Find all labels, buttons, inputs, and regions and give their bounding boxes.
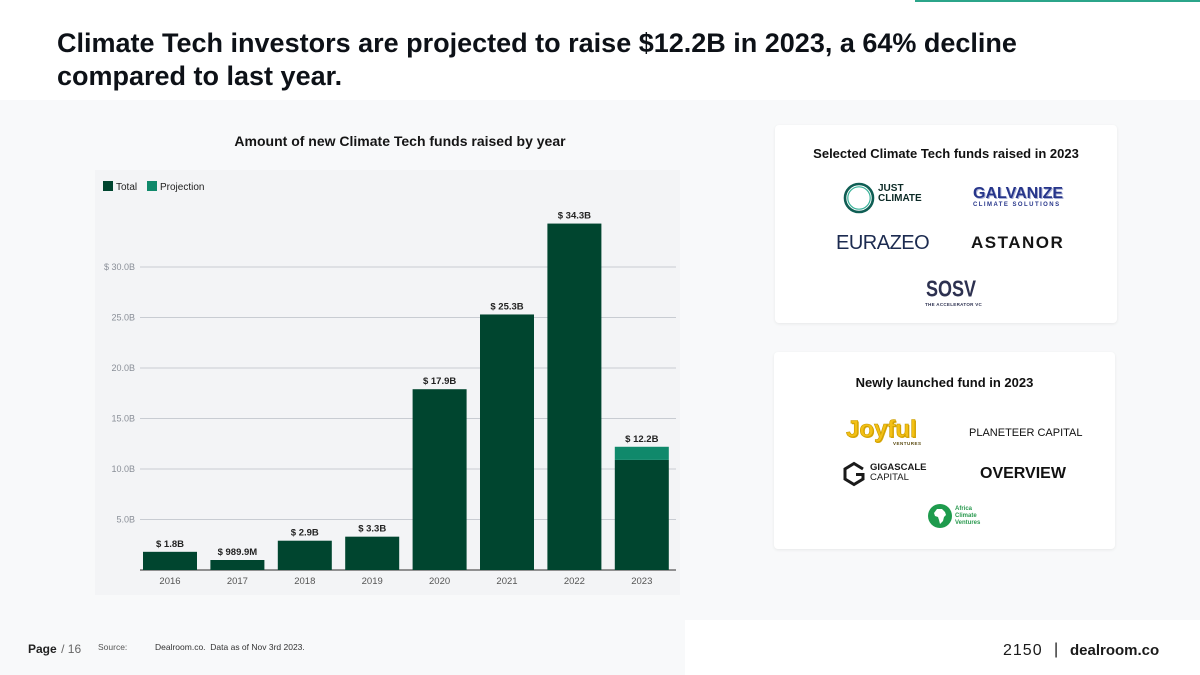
x-tick-label-2020: 2020 — [429, 576, 450, 587]
selected-funds-card: Selected Climate Tech funds raised in 20… — [775, 125, 1117, 323]
data-label-2016: $ 1.8B — [156, 539, 184, 550]
slide-title: Climate Tech investors are projected to … — [57, 28, 1017, 91]
just-climate-icon — [843, 182, 875, 214]
joyful-logo: Joyful VENTURES — [846, 416, 926, 448]
data-label-2022: $ 34.3B — [558, 211, 591, 222]
page-indicator: Page / 16 — [28, 640, 81, 658]
bar-total-2021 — [480, 314, 534, 570]
chart-panel: Total Projection 5.0B 10.0B 15.0B 20.0B 25.0… — [95, 170, 680, 595]
y-tick-label: $ 30.0B — [104, 262, 135, 272]
data-label-2019: $ 3.3B — [358, 524, 386, 535]
data-label-2018: $ 2.9B — [291, 528, 319, 539]
legend-label-projection: Projection — [160, 182, 204, 193]
bar-total-2016 — [143, 551, 197, 570]
data-label-2023: $ 12.2B — [625, 434, 658, 445]
africa-climate-line2: Climate — [955, 513, 977, 519]
source-text: Dealroom.co. Data as of Nov 3rd 2023. — [155, 642, 305, 652]
joyful-name: Joyful — [846, 416, 917, 444]
chart-title: Amount of new Climate Tech funds raised … — [234, 133, 566, 149]
bar-total-2018 — [277, 540, 332, 570]
new-funds-card: Newly launched fund in 2023 Joyful VENTU… — [774, 352, 1115, 549]
brand-dealroom: dealroom.co — [1070, 642, 1160, 659]
data-label-2020: $ 17.9B — [423, 376, 456, 387]
bar-total-2022 — [547, 223, 602, 570]
x-tick-label-2018: 2018 — [294, 576, 315, 587]
x-tick-label-2016: 2016 — [159, 576, 180, 587]
y-tick-label: 20.0B — [111, 363, 135, 373]
overview-logo: OVERVIEW — [980, 465, 1066, 482]
africa-map-icon — [928, 504, 952, 528]
page-label: Page — [28, 642, 57, 656]
eurazeo-logo: EURAZEO — [836, 232, 930, 254]
label-layer: 5.0B 10.0B 15.0B 20.0B 25.0B $ 30.0B $ 1.8B 201… — [104, 211, 659, 587]
y-tick-label: 25.0B — [111, 313, 135, 323]
gigascale-logo: GIGASCALE CAPITAL — [843, 461, 933, 487]
astanor-logo: ASTANOR — [971, 233, 1065, 252]
joyful-tagline: VENTURES — [893, 441, 922, 446]
new-funds-title: Newly launched fund in 2023 — [855, 375, 1034, 390]
sosv-logo: SOSV THE ACCELERATOR VC — [925, 275, 983, 309]
footer-background — [0, 620, 685, 675]
brand-separator: | — [1054, 641, 1059, 658]
x-tick-label-2023: 2023 — [631, 576, 652, 587]
galvanize-logo: GALVANIZE CLIMATE SOLUTIONS — [973, 185, 1073, 211]
accent-line — [915, 0, 1200, 2]
gigascale-line2: CAPITAL — [870, 472, 909, 483]
just-climate-line1: JUST — [878, 183, 904, 194]
planeteer-capital-logo: PLANETEER CAPITAL — [969, 427, 1083, 439]
y-tick-label: 15.0B — [111, 414, 135, 424]
bar-total-2017 — [210, 560, 265, 570]
sosv-name: SOSV — [926, 275, 977, 302]
africa-climate-line3: Ventures — [955, 520, 981, 526]
y-tick-label: 10.0B — [111, 464, 135, 474]
gigascale-line1: GIGASCALE — [870, 462, 927, 473]
x-tick-label-2021: 2021 — [496, 576, 517, 587]
bar-layer — [143, 223, 669, 570]
sosv-tagline: THE ACCELERATOR VC — [925, 302, 983, 307]
just-climate-line2: CLIMATE — [878, 193, 922, 204]
bar-total-2019 — [345, 536, 400, 570]
x-tick-label-2022: 2022 — [564, 576, 585, 587]
page-number: / 16 — [61, 642, 82, 656]
legend-swatch-projection — [147, 181, 157, 191]
source-label: Source: — [98, 642, 128, 652]
bar-total-2020 — [412, 389, 467, 570]
africa-climate-ventures-logo: Africa Climate Ventures — [928, 504, 988, 528]
bar-projection-2023 — [614, 446, 669, 460]
data-label-2017: $ 989.9M — [218, 547, 258, 558]
chart-legend: Total Projection — [103, 181, 204, 193]
x-tick-label-2017: 2017 — [227, 576, 248, 587]
just-climate-logo: JUST CLIMATE — [843, 182, 933, 214]
legend-swatch-total — [103, 181, 113, 191]
africa-climate-line1: Africa — [955, 506, 973, 512]
legend-label-total: Total — [116, 182, 137, 193]
data-label-2021: $ 25.3B — [490, 301, 523, 312]
brand-2150: 2150 — [1003, 642, 1043, 659]
galvanize-tagline: CLIMATE SOLUTIONS — [973, 202, 1061, 208]
galvanize-name: GALVANIZE — [973, 185, 1064, 202]
brand-lockup: 2150 | dealroom.co — [1003, 641, 1168, 662]
gigascale-hex-icon — [843, 461, 865, 487]
bar-chart: Total Projection 5.0B 10.0B 15.0B 20.0B 25.0… — [103, 181, 676, 587]
x-tick-label-2019: 2019 — [362, 576, 383, 587]
y-tick-label: 5.0B — [116, 515, 135, 525]
selected-funds-title: Selected Climate Tech funds raised in 20… — [813, 146, 1079, 161]
bar-total-2023 — [614, 459, 669, 570]
